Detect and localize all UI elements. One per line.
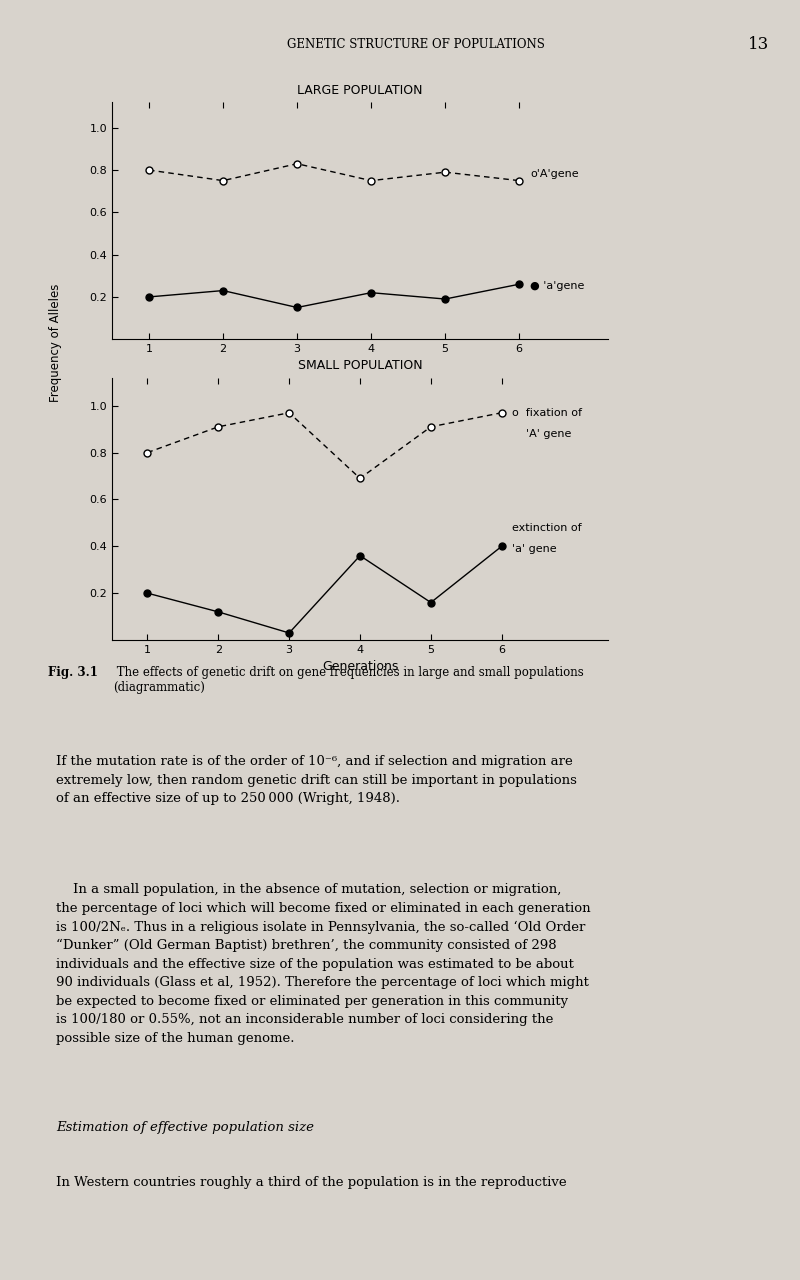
Text: Fig. 3.1: Fig. 3.1 [48, 666, 98, 678]
Text: 'a' gene: 'a' gene [512, 544, 557, 554]
Text: 13: 13 [748, 36, 770, 54]
X-axis label: Generations: Generations [322, 660, 398, 673]
Text: ● 'a'gene: ● 'a'gene [530, 282, 585, 292]
Text: Frequency of Alleles: Frequency of Alleles [50, 283, 62, 402]
Text: In a small population, in the absence of mutation, selection or migration,
the p: In a small population, in the absence of… [56, 883, 590, 1044]
Title: LARGE POPULATION: LARGE POPULATION [298, 84, 422, 97]
Text: extinction of: extinction of [512, 522, 582, 532]
Text: GENETIC STRUCTURE OF POPULATIONS: GENETIC STRUCTURE OF POPULATIONS [287, 38, 545, 51]
Text: The effects of genetic drift on gene frequencies in large and small populations
: The effects of genetic drift on gene fre… [113, 666, 583, 694]
Text: o'A'gene: o'A'gene [530, 169, 579, 179]
Text: If the mutation rate is of the order of 10⁻⁶, and if selection and migration are: If the mutation rate is of the order of … [56, 755, 577, 805]
Text: Estimation of effective population size: Estimation of effective population size [56, 1121, 314, 1134]
Title: SMALL POPULATION: SMALL POPULATION [298, 360, 422, 372]
Text: 'A' gene: 'A' gene [512, 429, 572, 439]
Text: In Western countries roughly a third of the population is in the reproductive: In Western countries roughly a third of … [56, 1176, 566, 1189]
Text: o  fixation of: o fixation of [512, 408, 582, 417]
